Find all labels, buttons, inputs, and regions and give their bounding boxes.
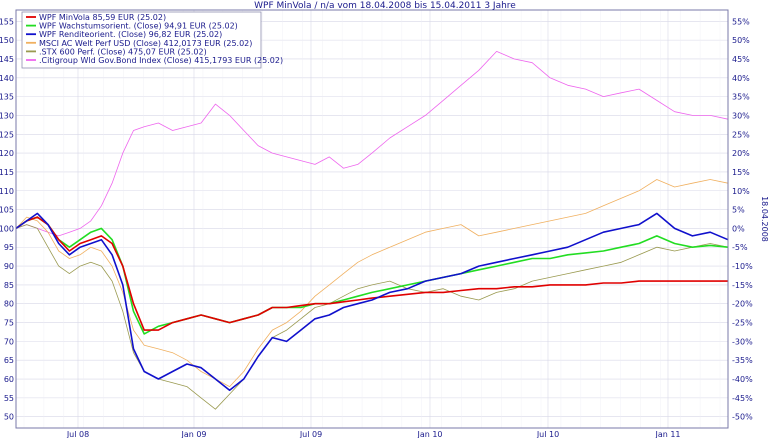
left-tick-label: 80 (4, 300, 14, 309)
left-tick-label: 130 (0, 111, 14, 120)
left-tick-label: 150 (0, 36, 14, 45)
series-line-2 (15, 212, 729, 392)
series-line-5 (15, 51, 729, 237)
legend-entry: WPF Wachstumsorient. (Close) 94,91 EUR (… (39, 22, 238, 31)
right-tick-label: 35% (732, 93, 750, 102)
left-tick-label: 140 (0, 74, 14, 83)
right-tick-label: 15% (732, 168, 750, 177)
legend-entry: WPF Renditeorient. (Close) 96,82 EUR (25… (39, 30, 222, 39)
left-tick-label: 110 (0, 187, 14, 196)
grid (16, 10, 728, 428)
x-tick-label: Jan 09 (180, 430, 206, 438)
right-tick-label: 45% (732, 55, 750, 64)
left-tick-label: 75 (4, 319, 14, 328)
left-tick-label: 135 (0, 93, 14, 102)
series-line-0 (15, 216, 728, 331)
right-tick-label: 5% (732, 206, 745, 215)
chart-title: WPF MinVola / n/a vom 18.04.2008 bis 15.… (254, 1, 516, 11)
right-tick-label: -30% (732, 337, 753, 346)
left-tick-label: 60 (4, 375, 14, 384)
right-tick-label: -15% (732, 281, 753, 290)
left-tick-label: 105 (0, 206, 14, 215)
legend-entry: .Citigroup Wld Gov.Bond Index (Close) 41… (39, 56, 283, 65)
legend-box (21, 11, 262, 69)
right-tick-label: 30% (732, 111, 750, 120)
left-axis: 50 55 60 65 70 75 80 85 90 95 100 105 110 115 120 125 13… (0, 17, 14, 421)
right-tick-label: 55% (732, 17, 750, 26)
x-tick-label: Jan 11 (654, 430, 680, 438)
right-tick-label: -20% (732, 300, 753, 309)
right-tick-label: -40% (732, 375, 753, 384)
left-tick-label: 70 (4, 337, 14, 346)
plot-frame (15, 9, 729, 429)
left-tick-label: 120 (0, 149, 14, 158)
x-tick-label: Jul 08 (66, 430, 89, 438)
right-tick-label: 50% (732, 36, 750, 45)
right-tick-label: -10% (732, 262, 753, 271)
legend-entry: .STX 600 Perf. (Close) 475,07 EUR (25.02… (39, 47, 207, 56)
x-tick-label: Jul 09 (299, 430, 322, 438)
legend-entry: WPF MinVola 85,59 EUR (25.02) (39, 13, 166, 22)
left-tick-label: 155 (0, 17, 14, 26)
right-tick-label: 40% (732, 74, 750, 83)
legend-entry: MSCI AC Welt Perf USD (Close) 412,0173 E… (39, 39, 252, 48)
right-axis: -50% -45% -40% -35% -30% -25% -20% -15% -10% -5% 0… (732, 17, 753, 421)
legend: WPF MinVola 85,59 EUR (25.02)WPF Wachstu… (21, 11, 283, 69)
series-group (15, 51, 729, 410)
right-tick-label: 0% (732, 224, 745, 233)
right-tick-label: 25% (732, 130, 750, 139)
left-tick-label: 85 (4, 281, 14, 290)
series-line-4 (15, 224, 729, 410)
x-tick-label: Jul 10 (536, 430, 559, 438)
left-tick-label: 65 (4, 356, 14, 365)
right-tick-label: 20% (732, 149, 750, 158)
series-line-3 (15, 179, 729, 387)
right-tick-label: 10% (732, 187, 750, 196)
right-tick-label: -25% (732, 319, 753, 328)
left-tick-label: 125 (0, 130, 14, 139)
left-tick-label: 90 (4, 262, 14, 271)
right-tick-label: -5% (732, 243, 748, 252)
left-tick-label: 95 (4, 243, 14, 252)
right-axis-label: 18.04.2008 (760, 196, 769, 242)
left-tick-label: 145 (0, 55, 14, 64)
right-tick-label: -50% (732, 413, 753, 422)
left-tick-label: 50 (4, 413, 14, 422)
right-tick-label: -45% (732, 394, 753, 403)
left-tick-label: 100 (0, 224, 14, 233)
left-tick-label: 115 (0, 168, 14, 177)
right-tick-label: -35% (732, 356, 753, 365)
x-tick-label: Jan 10 (416, 430, 442, 438)
x-axis: Jul 08 Jan 09 Jul 09 Jan 10 Jul 10 Jan 11 (66, 430, 681, 438)
left-tick-label: 55 (4, 394, 14, 403)
